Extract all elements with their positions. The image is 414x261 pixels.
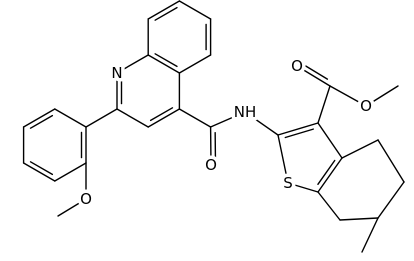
atom-label: O xyxy=(80,190,92,208)
bond xyxy=(244,111,279,136)
bond xyxy=(149,107,174,122)
bond xyxy=(147,54,181,74)
bond xyxy=(116,54,149,74)
bond xyxy=(54,108,87,128)
bond xyxy=(339,217,379,221)
atom-labels: N O NH O O S O xyxy=(77,54,376,212)
bond xyxy=(57,198,87,217)
bond xyxy=(341,139,379,159)
bond xyxy=(147,0,181,20)
bond xyxy=(29,161,54,176)
bond xyxy=(317,191,341,221)
bond xyxy=(284,128,314,139)
bond xyxy=(116,108,149,128)
bond xyxy=(29,114,54,129)
atom-label: O xyxy=(360,97,372,115)
bond xyxy=(147,108,181,128)
bond xyxy=(277,122,319,136)
bond xyxy=(317,157,343,193)
bond xyxy=(22,108,56,128)
bond xyxy=(317,122,343,159)
bond xyxy=(22,162,56,182)
atom-label: O xyxy=(291,57,303,75)
bond xyxy=(54,162,87,182)
bond xyxy=(317,159,336,186)
atom-label: O xyxy=(205,156,217,174)
bond xyxy=(85,108,118,128)
bond xyxy=(154,6,178,21)
bond xyxy=(329,85,367,107)
bond xyxy=(303,64,329,80)
atom-label: S xyxy=(283,174,293,192)
bond xyxy=(154,53,178,68)
bond xyxy=(209,111,246,128)
bond xyxy=(317,85,331,124)
bond xyxy=(296,65,331,87)
bonds xyxy=(22,0,405,253)
bond xyxy=(361,217,379,253)
bond xyxy=(287,182,319,193)
bond xyxy=(365,85,399,107)
bond xyxy=(178,0,212,20)
bond xyxy=(377,139,405,183)
bond xyxy=(277,134,289,184)
bond xyxy=(178,54,212,74)
atom-label: NH xyxy=(234,103,257,121)
bond xyxy=(377,181,405,219)
atom-label: N xyxy=(111,64,122,82)
bond xyxy=(178,108,212,128)
